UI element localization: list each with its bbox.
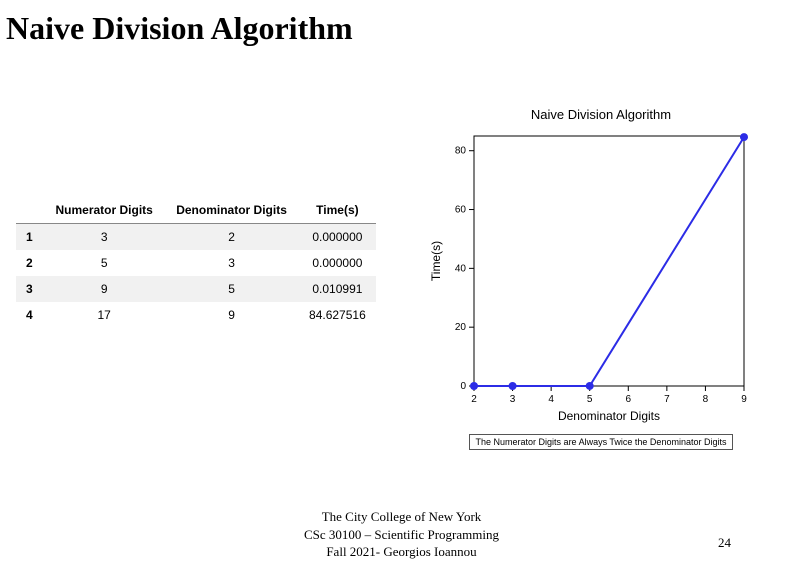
svg-text:60: 60 bbox=[455, 205, 467, 216]
footer-line-2: CSc 30100 – Scientific Programming bbox=[0, 526, 803, 544]
table-row: 2 5 3 0.000000 bbox=[16, 250, 376, 276]
cell-num: 5 bbox=[44, 250, 164, 276]
svg-text:Denominator Digits: Denominator Digits bbox=[558, 409, 660, 423]
cell-num: 9 bbox=[44, 276, 164, 302]
svg-text:80: 80 bbox=[455, 146, 467, 157]
table-header-time: Time(s) bbox=[299, 197, 376, 224]
page-number: 24 bbox=[718, 535, 731, 551]
svg-text:Time(s): Time(s) bbox=[429, 241, 443, 281]
svg-text:6: 6 bbox=[626, 394, 632, 405]
chart-title: Naive Division Algorithm bbox=[426, 107, 776, 122]
svg-text:3: 3 bbox=[510, 394, 516, 405]
chart-caption: The Numerator Digits are Always Twice th… bbox=[469, 434, 734, 450]
chart-wrap: Naive Division Algorithm 2 3 4 5 6 7 8 9 0 20 40 60… bbox=[426, 107, 776, 450]
footer-line-3: Fall 2021- Georgios Ioannou bbox=[0, 543, 803, 561]
cell-den: 2 bbox=[164, 224, 298, 251]
svg-text:4: 4 bbox=[548, 394, 554, 405]
table-row: 1 3 2 0.000000 bbox=[16, 224, 376, 251]
footer-line-1: The City College of New York bbox=[0, 508, 803, 526]
svg-text:7: 7 bbox=[664, 394, 670, 405]
svg-text:9: 9 bbox=[741, 394, 747, 405]
cell-time: 0.000000 bbox=[299, 250, 376, 276]
cell-den: 3 bbox=[164, 250, 298, 276]
svg-text:20: 20 bbox=[455, 322, 467, 333]
svg-text:0: 0 bbox=[460, 381, 466, 392]
cell-num: 3 bbox=[44, 224, 164, 251]
svg-text:40: 40 bbox=[455, 263, 467, 274]
table-row: 3 9 5 0.010991 bbox=[16, 276, 376, 302]
cell-num: 17 bbox=[44, 302, 164, 328]
content-row: Numerator Digits Denominator Digits Time… bbox=[0, 47, 803, 450]
footer: The City College of New York CSc 30100 –… bbox=[0, 508, 803, 561]
cell-time: 84.627516 bbox=[299, 302, 376, 328]
svg-text:5: 5 bbox=[587, 394, 593, 405]
data-table-wrap: Numerator Digits Denominator Digits Time… bbox=[16, 197, 376, 328]
row-index: 1 bbox=[16, 224, 44, 251]
row-index: 2 bbox=[16, 250, 44, 276]
page-title: Naive Division Algorithm bbox=[0, 0, 803, 47]
svg-text:8: 8 bbox=[703, 394, 709, 405]
row-index: 3 bbox=[16, 276, 44, 302]
table-header-blank bbox=[16, 197, 44, 224]
line-chart: 2 3 4 5 6 7 8 9 0 20 40 60 80 Denominator Digits Time(… bbox=[426, 126, 756, 426]
cell-den: 5 bbox=[164, 276, 298, 302]
cell-time: 0.000000 bbox=[299, 224, 376, 251]
footer-center: The City College of New York CSc 30100 –… bbox=[0, 508, 803, 561]
table-row: 4 17 9 84.627516 bbox=[16, 302, 376, 328]
svg-text:2: 2 bbox=[471, 394, 477, 405]
table-header-den: Denominator Digits bbox=[164, 197, 298, 224]
table-header-num: Numerator Digits bbox=[44, 197, 164, 224]
row-index: 4 bbox=[16, 302, 44, 328]
cell-time: 0.010991 bbox=[299, 276, 376, 302]
data-table: Numerator Digits Denominator Digits Time… bbox=[16, 197, 376, 328]
cell-den: 9 bbox=[164, 302, 298, 328]
